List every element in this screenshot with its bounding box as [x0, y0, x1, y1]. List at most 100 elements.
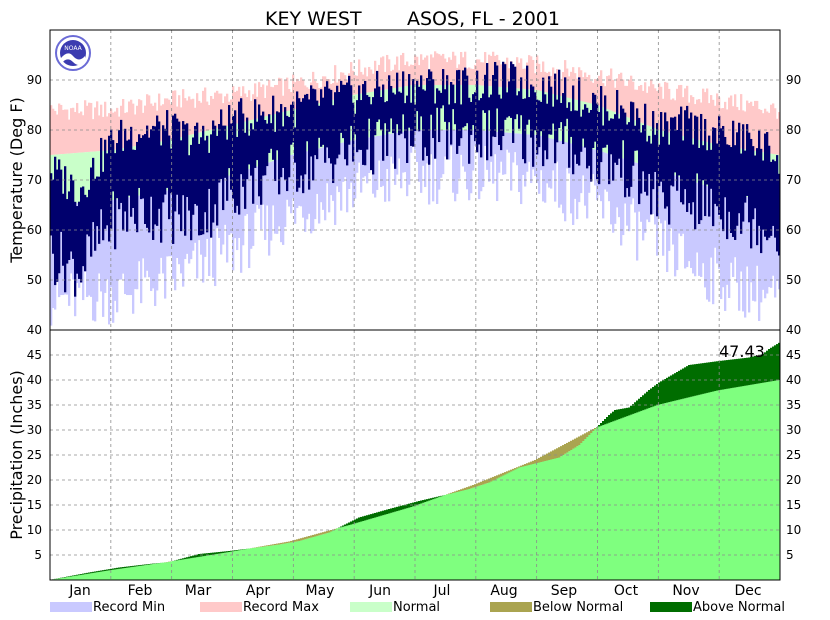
precip-observed-bar — [170, 561, 173, 580]
precip-observed-bar — [84, 574, 87, 580]
precip-observed-bar — [756, 383, 759, 580]
record-min-bar — [464, 130, 467, 172]
observed-temperature-bar — [696, 116, 699, 174]
record-min-bar — [86, 202, 89, 298]
normal-range-bar — [94, 151, 97, 202]
precip-observed-bar — [158, 563, 161, 580]
precip-above-normal-bar — [140, 564, 143, 566]
observed-temperature-bar — [198, 143, 201, 236]
precip-observed-bar — [724, 389, 727, 580]
record-max-bar — [506, 57, 509, 88]
record-min-bar — [204, 181, 207, 257]
record-min-bar — [666, 172, 669, 273]
precip-below-normal-bar — [544, 454, 547, 461]
precip-observed-bar — [302, 539, 305, 580]
record-min-bar — [542, 136, 545, 202]
record-max-bar — [268, 79, 271, 116]
precip-above-normal-bar — [142, 564, 145, 566]
precip-above-normal-bar — [406, 504, 409, 509]
precip-below-normal-bar — [582, 434, 585, 441]
precip-below-normal-bar — [556, 448, 559, 458]
record-min-bar — [226, 175, 229, 263]
record-min-bar — [128, 197, 131, 296]
record-max-bar — [450, 59, 453, 85]
precip-observed-bar — [66, 577, 69, 580]
precip-below-normal-bar — [478, 482, 481, 486]
observed-temperature-bar — [416, 80, 419, 112]
observed-temperature-bar — [474, 92, 477, 142]
record-max-bar — [288, 88, 291, 111]
record-max-bar — [648, 86, 651, 126]
precip-observed-bar — [244, 549, 247, 580]
record-max-bar — [106, 116, 109, 151]
record-min-bar — [116, 199, 119, 313]
precip-above-normal-bar — [378, 511, 381, 517]
record-min-bar — [636, 162, 639, 261]
observed-temperature-bar — [320, 89, 323, 147]
record-max-bar — [72, 107, 75, 154]
precip-above-normal-bar — [226, 551, 229, 553]
precip-above-normal-bar — [438, 496, 441, 498]
precip-above-normal-bar — [110, 568, 113, 570]
precip-above-normal-bar — [650, 388, 653, 408]
observed-temperature-bar — [208, 152, 211, 189]
precip-observed-bar — [748, 385, 751, 580]
precip-above-normal-bar — [718, 361, 721, 391]
normal-range-bar — [88, 151, 91, 202]
precip-observed-bar — [276, 544, 279, 580]
record-min-bar — [610, 154, 613, 225]
precip-observed-bar — [246, 548, 249, 580]
precip-observed-bar — [166, 562, 169, 580]
record-max-bar — [278, 77, 281, 113]
record-min-bar — [356, 139, 359, 173]
record-min-bar — [428, 130, 431, 205]
observed-temperature-bar — [472, 94, 475, 126]
precipitation-tick-left: 45 — [27, 348, 42, 362]
precip-observed-bar — [200, 556, 203, 580]
record-min-bar — [584, 147, 587, 206]
precip-below-normal-bar — [500, 473, 503, 477]
record-max-bar — [252, 94, 255, 120]
observed-temperature-bar — [766, 132, 769, 241]
precip-observed-bar — [472, 487, 475, 580]
record-min-bar — [728, 192, 731, 298]
precip-below-normal-bar — [586, 432, 589, 437]
precip-above-normal-bar — [774, 345, 777, 381]
precip-above-normal-bar — [74, 575, 77, 576]
record-max-bar — [724, 101, 727, 146]
precip-below-normal-bar — [282, 542, 285, 544]
observed-temperature-bar — [72, 180, 75, 259]
precip-above-normal-bar — [634, 402, 637, 414]
observed-temperature-bar — [704, 118, 707, 217]
precip-above-normal-bar — [648, 390, 651, 408]
record-min-bar — [266, 163, 269, 206]
record-min-bar — [714, 188, 717, 248]
precip-below-normal-bar — [280, 542, 283, 545]
precip-observed-bar — [378, 516, 381, 580]
record-max-bar — [472, 69, 475, 85]
precip-observed-bar — [544, 461, 547, 580]
precip-observed-bar — [174, 560, 177, 580]
observed-temperature-bar — [698, 147, 701, 225]
observed-temperature-bar — [330, 89, 333, 164]
precip-observed-bar — [736, 387, 739, 580]
observed-temperature-bar — [682, 140, 685, 205]
precip-above-normal-bar — [632, 404, 635, 414]
precip-observed-bar — [336, 528, 339, 580]
observed-temperature-bar — [50, 173, 53, 236]
precip-above-normal-bar — [344, 524, 347, 527]
record-min-bar — [606, 153, 609, 192]
precip-above-normal-bar — [186, 557, 189, 559]
record-max-bar — [478, 59, 481, 86]
precip-observed-bar — [636, 412, 639, 580]
precip-below-normal-bar — [480, 481, 483, 486]
precip-observed-bar — [702, 393, 705, 580]
record-max-bar — [630, 75, 633, 119]
observed-temperature-bar — [744, 150, 747, 203]
observed-temperature-bar — [132, 149, 135, 209]
precip-observed-bar — [652, 406, 655, 580]
record-min-bar — [686, 179, 689, 268]
observed-temperature-bar — [602, 125, 605, 148]
record-max-bar — [436, 53, 439, 85]
